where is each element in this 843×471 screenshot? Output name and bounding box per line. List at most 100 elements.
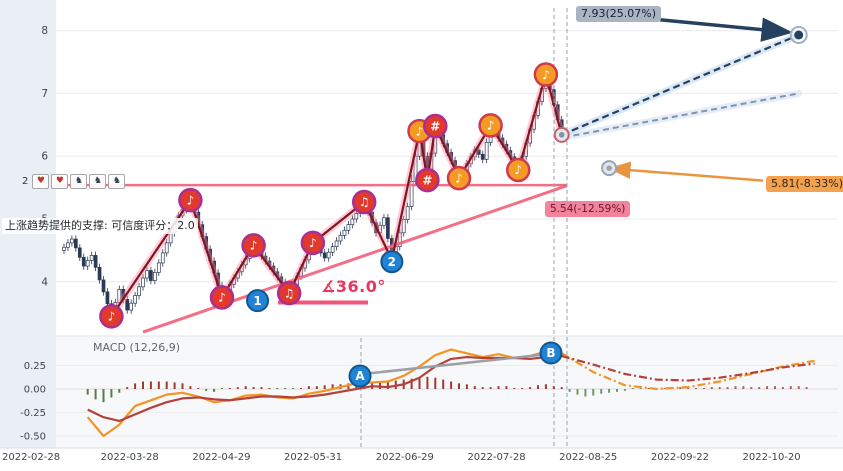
candle-body: [141, 277, 145, 288]
breakdown-price-label[interactable]: 5.54(-12.59%): [545, 201, 631, 217]
candle-body: [117, 288, 122, 303]
pivot-badge-note-icon[interactable]: ♪: [446, 165, 472, 191]
badge-glyph: ♪: [187, 193, 195, 207]
macd-ab-line: [362, 352, 550, 376]
candle-body: [89, 255, 94, 261]
pivot-badge-note-icon[interactable]: ♪: [178, 187, 203, 213]
candle-body: [145, 270, 149, 279]
badge-circle: [99, 304, 124, 329]
candle-body: [125, 299, 130, 311]
candle-body: [70, 238, 74, 244]
candle-body: [66, 242, 70, 248]
pattern-count: 2: [22, 176, 29, 187]
macd-line: [561, 355, 815, 382]
badge-circle: [351, 189, 377, 215]
price-axis-label: 6: [41, 151, 48, 163]
macd-indicator-label: MACD (12,26,9): [93, 341, 181, 354]
candle-body: [97, 267, 102, 281]
candle-body: [164, 242, 169, 254]
pivot-badge-note-icon[interactable]: ♪: [533, 62, 559, 87]
trend-angle-label: ∡36.0°: [321, 277, 386, 296]
badge-circle: [506, 157, 531, 183]
pattern-icon[interactable]: ♞: [70, 174, 88, 189]
candle-body: [101, 279, 106, 293]
candle-body: [405, 206, 410, 220]
candle-body: [81, 256, 86, 267]
pattern-icon[interactable]: ♥: [32, 174, 50, 189]
badge-circle: [209, 285, 235, 310]
candle-body: [133, 295, 137, 304]
support-price-label[interactable]: 5.81(-8.33%): [766, 176, 843, 192]
badge-circle: [178, 187, 203, 213]
pivot-badge-note-icon[interactable]: ♫: [276, 280, 302, 306]
candle-body: [342, 229, 347, 236]
pivot-badge-note-icon[interactable]: ♪: [300, 230, 326, 256]
badge-glyph: ♪: [455, 171, 463, 185]
badge-glyph: ♪: [250, 239, 258, 253]
candle-body: [409, 180, 414, 207]
badge-circle: [423, 113, 448, 139]
axis-layer: 876540.250.00-0.25-0.502022-02-282022-03…: [2, 25, 801, 463]
candle-body: [326, 251, 331, 259]
badge-glyph: ♪: [309, 236, 317, 250]
target-arrow: [651, 17, 793, 42]
macd-axis-label: -0.50: [20, 432, 46, 443]
target-point-ring[interactable]: [789, 25, 808, 44]
pivot-badge-note-icon[interactable]: ♪: [241, 233, 266, 258]
badge-layer: ♪ ♪ ♪ ♪ ♫ ♪ ♫ ♪ # # ♪ ♪ ♪ ♪ 1 2: [99, 62, 559, 329]
candle-body: [93, 255, 98, 268]
badge-glyph: #: [422, 173, 432, 187]
wave-number-badge[interactable]: 2: [380, 250, 404, 274]
price-axis-label: 4: [41, 276, 48, 288]
pivot-badge-note-icon[interactable]: ♪: [99, 304, 124, 329]
badge-circle: [478, 113, 503, 138]
macd-panel: AB: [56, 338, 838, 447]
pivot-badge-note-icon[interactable]: ♪: [209, 285, 235, 310]
projection-dashed-line: [561, 33, 800, 136]
badge-circle: [246, 289, 270, 313]
pivot-badge-note-icon[interactable]: ♪: [478, 113, 503, 138]
projection-layer: [553, 8, 808, 447]
pivot-badge-sharp-icon[interactable]: #: [423, 113, 448, 139]
pivot-badge-note-icon[interactable]: ♪: [506, 157, 531, 183]
pattern-icon[interactable]: ♞: [108, 174, 126, 189]
macd-point-letter: A: [355, 369, 365, 383]
candle-body: [386, 217, 390, 239]
anchor-point-dot: [558, 132, 565, 138]
badge-glyph: ♪: [108, 310, 116, 324]
candle-body: [346, 224, 351, 231]
badge-glyph: #: [430, 119, 440, 133]
macd-point-badge[interactable]: B: [539, 341, 563, 365]
target-price-label[interactable]: 7.93(25.07%): [576, 6, 662, 22]
candle-body: [153, 272, 157, 281]
candle-body: [338, 234, 343, 242]
macd-point-letter: B: [546, 346, 555, 360]
candle-body: [149, 270, 153, 281]
pattern-icon[interactable]: ♞: [89, 174, 107, 189]
candle-body: [480, 153, 485, 160]
zigzag-line: [110, 73, 563, 317]
pattern-icon[interactable]: ♥: [51, 174, 69, 189]
pivot-badge-note-icon[interactable]: ♫: [351, 189, 377, 215]
date-axis-label: 2022-06-29: [376, 452, 434, 463]
badge-circle: [446, 165, 472, 191]
rising-trend-line: [142, 184, 568, 334]
macd-axis-label: -0.25: [20, 408, 46, 419]
badge-circle: [348, 364, 372, 388]
badge-glyph: ♪: [487, 119, 495, 133]
pivot-badge-sharp-icon[interactable]: #: [415, 167, 440, 193]
badge-circle: [533, 62, 559, 87]
date-axis-label: 2022-09-22: [651, 452, 709, 463]
price-axis-label: 7: [41, 88, 48, 100]
candle-body: [322, 252, 327, 259]
candle-body: [397, 232, 402, 247]
badge-glyph: ♪: [416, 124, 424, 138]
candle-body: [62, 246, 66, 251]
date-axis-label: 2022-07-28: [467, 452, 525, 463]
macd-point-badge[interactable]: A: [348, 364, 372, 388]
trend-support-note: 上涨趋势提供的支撑: 可信度评分：2.0: [2, 218, 198, 234]
wave-number-badge[interactable]: 1: [246, 289, 270, 313]
date-axis-label: 2022-08-25: [559, 452, 617, 463]
